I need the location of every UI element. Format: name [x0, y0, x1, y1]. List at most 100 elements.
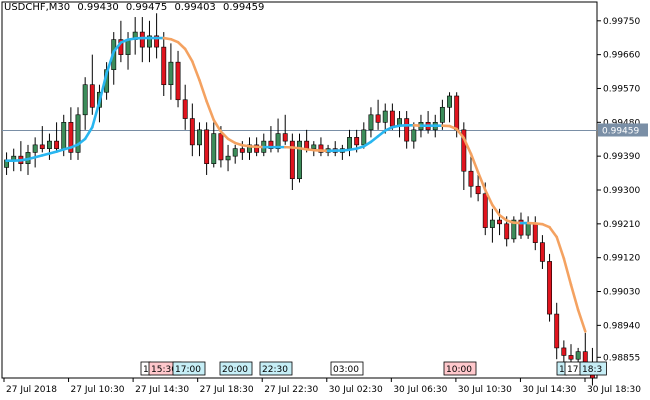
- bull-candle-body: [347, 137, 352, 149]
- session-label-box: [579, 361, 607, 376]
- candle: [397, 111, 402, 138]
- bear-candle-body: [268, 140, 274, 149]
- current-price-label-bg: [598, 123, 648, 137]
- ma-segment: [462, 136, 473, 156]
- bull-candle-body: [361, 129, 367, 146]
- bear-candle-body: [482, 193, 488, 228]
- y-tick-label: 0.99030: [603, 288, 640, 298]
- y-tick-label: 0.99750: [603, 17, 640, 27]
- bear-candle-body: [389, 110, 395, 127]
- candle: [18, 141, 24, 172]
- ma-segment: [548, 225, 559, 239]
- session-label-text: 22:30: [262, 365, 288, 375]
- candle: [511, 216, 517, 243]
- bear-candle-body: [568, 355, 574, 360]
- plot-border: [1, 1, 598, 379]
- ma-segment: [383, 125, 394, 132]
- session-label: 17:00: [172, 361, 206, 376]
- ma-segment: [362, 140, 373, 148]
- candle: [532, 216, 538, 251]
- candle: [461, 122, 467, 190]
- x-tick-label: 27 Jul 14:30: [135, 385, 189, 395]
- ma-segment: [198, 78, 208, 103]
- ma-segment: [476, 171, 487, 192]
- candle: [125, 32, 131, 70]
- x-tick-label: 30 Jul 02:30: [329, 385, 383, 395]
- bull-candle-body: [147, 35, 152, 48]
- candle: [368, 107, 374, 138]
- bear-candle-body: [154, 35, 160, 48]
- x-tick-label: 27 Jul 18:30: [200, 385, 254, 395]
- candle: [411, 122, 417, 149]
- symbol-header: USDCHF,M30 0.99430 0.99475 0.99403 0.994…: [4, 2, 268, 13]
- candle: [261, 133, 267, 157]
- candle: [147, 20, 152, 63]
- ma-segment: [562, 257, 573, 287]
- candle: [39, 126, 45, 153]
- x-tick-label: 30 Jul 14:30: [522, 385, 576, 395]
- session-label-box: [219, 361, 253, 376]
- bear-candle-body: [404, 118, 410, 142]
- bear-candle-body: [532, 223, 538, 243]
- session-label: 22:30: [259, 361, 293, 376]
- x-tick-label: 30 Jul 06:30: [393, 385, 447, 395]
- y-tick-label: 0.99390: [603, 152, 640, 162]
- bear-candle-body: [161, 46, 167, 86]
- candle: [489, 208, 495, 243]
- bull-candle-body: [575, 351, 581, 360]
- bull-candle-body: [439, 106, 445, 123]
- bull-candle-body: [411, 129, 417, 142]
- candle: [339, 144, 345, 160]
- bear-candle-body: [539, 242, 545, 262]
- bull-candle-body: [297, 140, 302, 180]
- bull-candle-body: [125, 39, 131, 55]
- candle: [539, 235, 545, 269]
- candle: [182, 84, 188, 130]
- session-label-text: 1: [559, 365, 565, 375]
- bull-candle-body: [82, 84, 88, 116]
- ohlc-high: 0.99475: [125, 2, 168, 13]
- bear-candle-body: [139, 31, 145, 48]
- candle: [547, 253, 553, 322]
- bear-candle-body: [518, 219, 524, 236]
- y-tick-label: 0.98940: [603, 321, 640, 331]
- ma-segment: [183, 47, 194, 63]
- ma-segment: [176, 40, 187, 51]
- y-tick-label: 0.99570: [603, 84, 640, 94]
- candle: [197, 122, 202, 157]
- bear-candle-body: [282, 133, 288, 142]
- bear-candle-body: [497, 219, 502, 225]
- x-tick-label: 30 Jul 18:30: [587, 385, 641, 395]
- bear-candle-body: [475, 185, 481, 195]
- candle: [332, 141, 338, 157]
- symbol-name: USDCHF,M30: [4, 2, 71, 13]
- candle: [168, 43, 174, 100]
- candle: [204, 122, 210, 175]
- candle: [32, 137, 38, 168]
- candle: [289, 133, 295, 190]
- candle: [404, 111, 410, 149]
- y-tick-label: 0.99480: [603, 118, 640, 128]
- bull-candle-body: [61, 122, 67, 149]
- session-label-text: 17:: [567, 365, 581, 375]
- candle: [175, 50, 181, 108]
- y-tick-label: 0.99300: [603, 186, 640, 196]
- session-label: 18:3: [579, 361, 607, 376]
- candle: [447, 92, 452, 123]
- candle: [247, 137, 252, 160]
- candle: [297, 133, 302, 183]
- time-axis: 27 Jul 2018 27 Jul 10:30 27 Jul 14:30 27 Ju…: [3, 378, 641, 395]
- bear-candle-body: [39, 144, 45, 149]
- session-label-text: 20:00: [222, 365, 248, 375]
- bull-candle-body: [489, 219, 495, 228]
- ma-segment: [569, 283, 580, 312]
- y-tick-label: 0.99210: [603, 220, 640, 230]
- bull-candle-body: [232, 148, 238, 157]
- bear-candle-body: [204, 129, 210, 164]
- bear-candle-body: [89, 84, 95, 108]
- ma-segment: [498, 213, 508, 222]
- bull-candle-body: [311, 144, 317, 149]
- bear-candle-body: [54, 140, 60, 149]
